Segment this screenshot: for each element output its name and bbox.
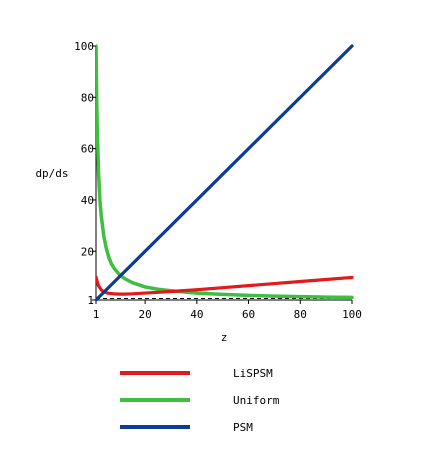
legend-label-lispsm: LiSPSM: [233, 367, 273, 380]
x-tick-label: 60: [242, 308, 255, 321]
x-axis-label: z: [221, 331, 228, 344]
x-tick-label: 40: [190, 308, 203, 321]
y-tick-label: 100: [74, 40, 94, 53]
x-tick-label: 100: [342, 308, 362, 321]
series-line-lispsm: [96, 275, 354, 296]
x-tick-label: 1: [93, 308, 100, 321]
legend: LiSPSM Uniform PSM: [120, 367, 280, 434]
x-tick-label: 20: [139, 308, 152, 321]
y-axis-label: dp/ds: [35, 167, 68, 180]
legend-label-uniform: Uniform: [233, 394, 280, 407]
series-line-psm: [96, 44, 354, 302]
legend-label-psm: PSM: [233, 421, 253, 434]
y-tick-label: 80: [81, 91, 94, 104]
x-tick-label: 80: [294, 308, 307, 321]
series-layer: [96, 44, 354, 302]
y-tick-label: 60: [81, 143, 94, 156]
y-tick-label: 40: [81, 194, 94, 207]
y-tick-label: 1: [87, 294, 94, 307]
y-tick-label: 20: [81, 245, 94, 258]
